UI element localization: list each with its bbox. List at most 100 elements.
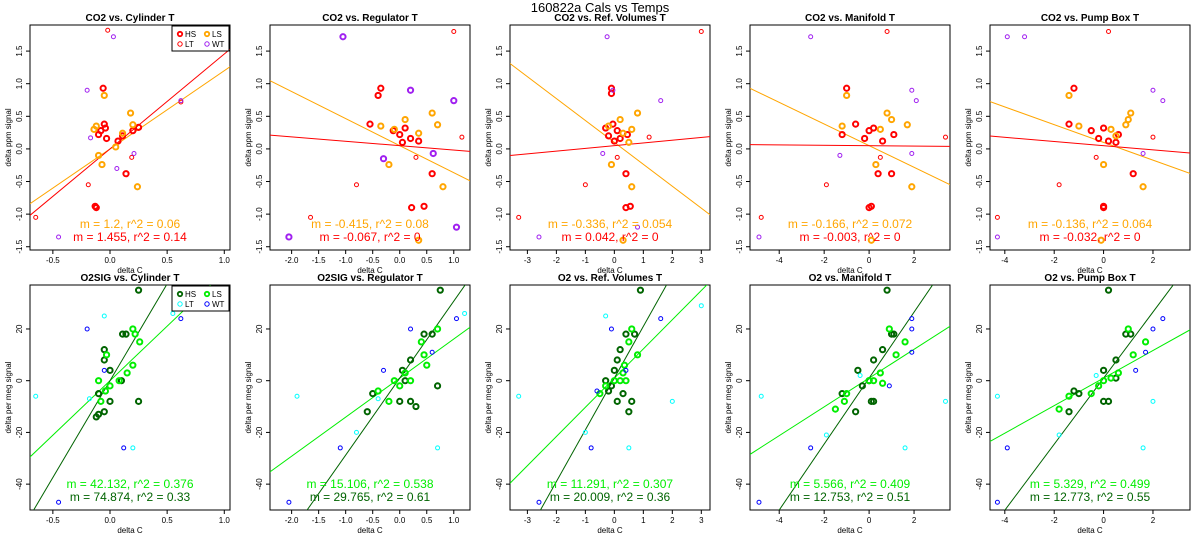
x-tick-label: -2.0 xyxy=(285,516,299,525)
data-point xyxy=(428,330,436,338)
data-point xyxy=(131,330,139,338)
data-point xyxy=(398,138,407,146)
data-point xyxy=(858,382,866,390)
y-tick-label: 20 xyxy=(15,324,24,333)
y-tick-label: 1.0 xyxy=(495,78,504,90)
data-point xyxy=(118,132,127,140)
data-point xyxy=(909,87,915,93)
data-point xyxy=(381,367,387,373)
data-point xyxy=(614,154,620,160)
fit-line xyxy=(990,101,1190,174)
data-point xyxy=(892,351,900,359)
data-point xyxy=(118,330,127,338)
legend-marker xyxy=(176,30,184,38)
data-point xyxy=(433,325,442,333)
data-point xyxy=(428,170,436,178)
x-tick-label: 3 xyxy=(699,256,704,265)
y-axis-label: delta per meg signal xyxy=(724,361,733,433)
x-tick-label: 0.0 xyxy=(104,256,116,265)
data-point xyxy=(401,369,409,377)
y-tick-label: 20 xyxy=(735,324,744,333)
plot-area xyxy=(990,29,1190,244)
y-axis-label: delta ppm signal xyxy=(964,108,973,166)
series-lt xyxy=(516,29,704,220)
data-point xyxy=(1160,98,1166,104)
y-tick-label: -1.0 xyxy=(735,207,744,221)
x-axis-label: delta C xyxy=(837,526,863,535)
y-tick-label: 1.0 xyxy=(15,78,24,90)
data-point xyxy=(408,326,414,332)
data-point xyxy=(462,310,468,316)
data-point xyxy=(133,183,142,191)
data-point xyxy=(890,330,898,338)
data-point xyxy=(129,127,137,135)
data-point xyxy=(865,127,873,135)
data-point xyxy=(596,390,604,398)
series-lt xyxy=(994,373,1156,451)
y-tick-label: 1.0 xyxy=(255,78,264,90)
series-wt xyxy=(536,34,664,240)
panel-title: CO2 vs. Manifold T xyxy=(805,13,895,24)
data-point xyxy=(619,390,627,398)
y-tick-label: -40 xyxy=(735,478,744,490)
x-tick-label: -2 xyxy=(821,256,829,265)
data-point xyxy=(628,325,636,333)
legend-label: LS xyxy=(212,30,222,39)
x-tick-label: -4 xyxy=(776,516,784,525)
x-tick-label: -2 xyxy=(553,516,561,525)
data-point xyxy=(123,369,131,377)
data-point xyxy=(101,387,110,395)
data-point xyxy=(375,396,381,402)
data-point xyxy=(852,120,860,128)
y-tick-label: -1.5 xyxy=(15,239,24,253)
plot-area xyxy=(510,285,708,510)
data-point xyxy=(56,234,62,240)
data-point xyxy=(1099,377,1108,385)
x-tick-label: -1.5 xyxy=(312,256,326,265)
x-tick-label: -0.5 xyxy=(46,516,60,525)
panel-2: CO2 vs. Regulator T -2.0 -1.5 -1.0 -0.5 0.0 0.… xyxy=(244,13,471,275)
data-point xyxy=(623,367,629,373)
fit-annotation: m = 1.2, r^2 = 0.06 xyxy=(80,217,181,231)
data-point xyxy=(838,122,846,130)
data-point xyxy=(118,129,127,137)
data-point xyxy=(869,356,878,364)
data-point xyxy=(1150,326,1156,332)
plot-area xyxy=(750,285,950,510)
x-tick-label: -2 xyxy=(553,256,561,265)
data-point xyxy=(94,390,103,398)
series-lt xyxy=(758,373,949,451)
data-point xyxy=(616,134,624,143)
data-point xyxy=(134,397,143,405)
y-tick-label: 20 xyxy=(495,324,504,333)
data-point xyxy=(114,137,122,145)
data-point xyxy=(1099,366,1108,374)
x-tick-label: -4 xyxy=(1001,516,1009,525)
fit-annotation: m = 12.773, r^2 = 0.55 xyxy=(1030,490,1151,504)
x-tick-label: -1.5 xyxy=(312,516,326,525)
data-point xyxy=(1139,183,1147,191)
data-point xyxy=(136,338,144,346)
data-point xyxy=(390,125,398,133)
data-point xyxy=(619,129,627,137)
series-hs xyxy=(602,286,645,416)
data-point xyxy=(1140,445,1146,451)
data-point xyxy=(872,160,880,169)
data-point xyxy=(88,135,94,141)
series-hs xyxy=(602,84,634,212)
data-point xyxy=(588,445,594,451)
fit-annotation: m = 12.753, r^2 = 0.51 xyxy=(790,490,911,504)
data-point xyxy=(129,361,137,369)
data-point xyxy=(1095,382,1103,390)
data-point xyxy=(887,115,896,124)
y-tick-label: 0.5 xyxy=(975,110,984,122)
x-tick-label: 3 xyxy=(699,516,704,525)
series-wt xyxy=(994,34,1166,240)
data-point xyxy=(102,134,111,143)
data-point xyxy=(635,224,641,230)
x-tick-label: 0.0 xyxy=(104,516,116,525)
series-hs xyxy=(1065,84,1137,212)
fit-annotation: m = 20.009, r^2 = 0.36 xyxy=(550,490,671,504)
data-point xyxy=(1097,236,1105,244)
